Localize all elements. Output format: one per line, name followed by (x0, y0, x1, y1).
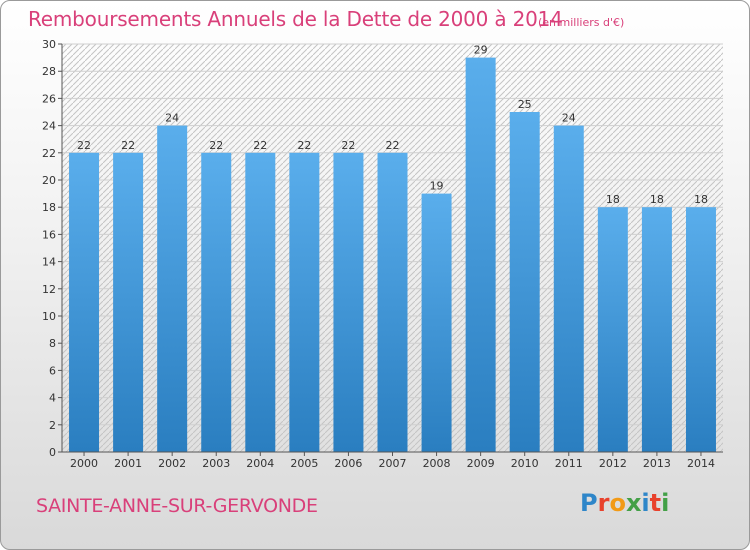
y-tick-label: 16 (42, 228, 56, 241)
logo-letter: r (597, 489, 610, 517)
y-tick-label: 26 (42, 92, 56, 105)
chart-subtitle: (en milliers d'€) (538, 16, 625, 29)
bar-2002 (157, 125, 188, 452)
logo-letter: o (609, 489, 626, 517)
y-tick-label: 12 (42, 283, 56, 296)
chart-title: Remboursements Annuels de la Dette de 20… (28, 7, 563, 31)
x-tick-label-2011: 2011 (555, 457, 583, 470)
x-tick-label-2008: 2008 (423, 457, 451, 470)
y-tick-label: 18 (42, 201, 56, 214)
x-tick-label-2010: 2010 (511, 457, 539, 470)
commune-name: SAINTE-ANNE-SUR-GERVONDE (36, 495, 318, 517)
x-tick-label-2013: 2013 (643, 457, 671, 470)
bar-2004 (245, 152, 276, 453)
logo-letter: i (641, 489, 650, 517)
x-tick-label-2006: 2006 (334, 457, 362, 470)
bar-2014 (685, 207, 716, 452)
x-tick-label-2003: 2003 (202, 457, 230, 470)
y-tick-label: 4 (49, 392, 56, 405)
data-label-2006: 22 (341, 139, 355, 152)
x-tick-label-2001: 2001 (114, 457, 142, 470)
x-tick-label-2000: 2000 (70, 457, 98, 470)
x-tick-label-2009: 2009 (467, 457, 495, 470)
data-label-2003: 22 (209, 139, 223, 152)
y-tick-label: 20 (42, 174, 56, 187)
logo-letter: x (625, 489, 642, 517)
x-tick-label-2004: 2004 (246, 457, 274, 470)
proxiti-logo: Proxiti (580, 489, 669, 517)
y-tick-label: 30 (42, 38, 56, 51)
data-label-2012: 18 (606, 193, 620, 206)
y-tick-label: 22 (42, 147, 56, 160)
x-tick-label-2002: 2002 (158, 457, 186, 470)
data-label-2008: 19 (430, 180, 444, 193)
y-tick-label: 28 (42, 65, 56, 78)
bar-2011 (553, 125, 584, 452)
bar-2008 (421, 193, 452, 452)
bar-2005 (289, 152, 320, 453)
y-tick-label: 10 (42, 310, 56, 323)
bar-2001 (113, 152, 144, 453)
y-tick-label: 2 (49, 419, 56, 432)
y-tick-label: 8 (49, 337, 56, 350)
data-label-2001: 22 (121, 139, 135, 152)
y-tick-label: 24 (42, 120, 56, 133)
bar-2013 (641, 207, 672, 452)
y-tick-label: 14 (42, 256, 56, 269)
logo-letter: t (649, 489, 662, 517)
bar-2009 (465, 57, 496, 452)
bar-2012 (597, 207, 628, 452)
data-label-2013: 18 (650, 193, 664, 206)
bar-2006 (333, 152, 364, 453)
data-label-2010: 25 (518, 98, 532, 111)
x-tick-label-2012: 2012 (599, 457, 627, 470)
bar-2003 (201, 152, 232, 453)
data-label-2007: 22 (386, 139, 400, 152)
bar-2007 (377, 152, 408, 453)
data-label-2000: 22 (77, 139, 91, 152)
logo-letter: P (580, 489, 598, 517)
x-tick-label-2014: 2014 (687, 457, 715, 470)
data-label-2005: 22 (297, 139, 311, 152)
data-label-2004: 22 (253, 139, 267, 152)
data-label-2011: 24 (562, 112, 576, 125)
y-tick-label: 0 (49, 446, 56, 459)
y-tick-label: 6 (49, 364, 56, 377)
data-label-2009: 29 (474, 44, 488, 57)
x-tick-label-2007: 2007 (379, 457, 407, 470)
bar-2010 (509, 112, 540, 452)
data-label-2014: 18 (694, 193, 708, 206)
logo-letter: i (661, 489, 670, 517)
data-label-2002: 24 (165, 112, 179, 125)
bar-2000 (69, 152, 100, 453)
x-tick-label-2005: 2005 (290, 457, 318, 470)
